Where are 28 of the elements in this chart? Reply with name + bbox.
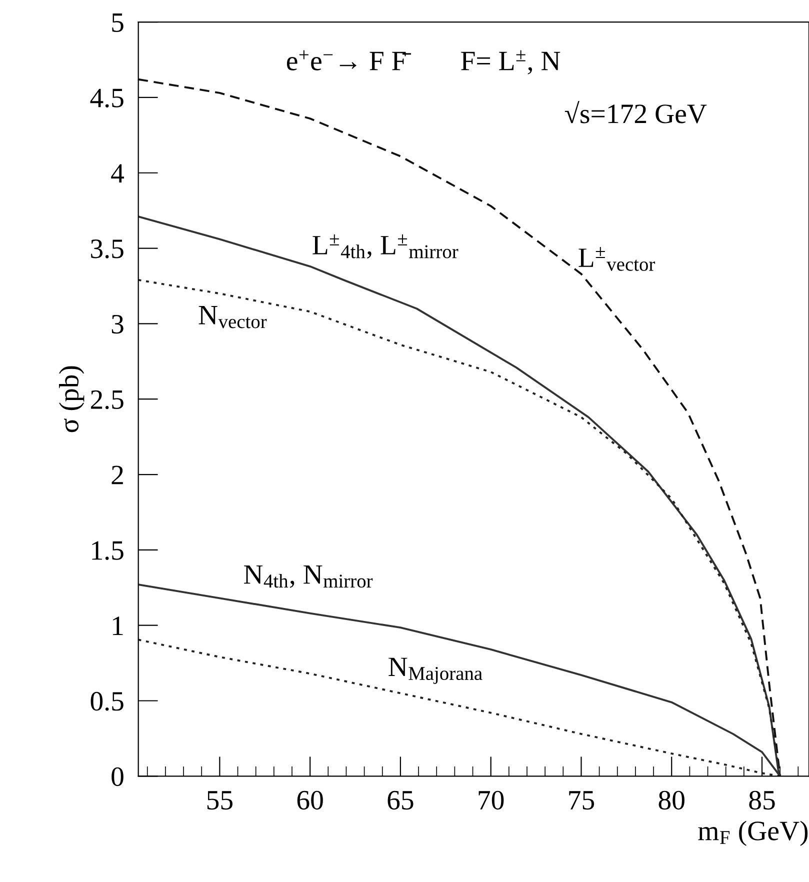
- y-tick-label: 0.5: [90, 692, 124, 711]
- y-tick-label: 4.5: [90, 88, 124, 108]
- x-tick-label: 60: [297, 790, 323, 810]
- y-tick-label: 4: [111, 164, 124, 183]
- y-axis-title: σ (pb): [58, 366, 84, 432]
- y-tick-label: 3: [112, 314, 124, 334]
- y-tick-label: 1.5: [92, 541, 124, 560]
- annotation: F= L$^{±}$, N: [461, 50, 560, 74]
- series-label: N$_{4th}$, N$_{mirror}$: [244, 565, 373, 588]
- x-tick-label: 85: [749, 790, 775, 810]
- x-tick-label: 75: [569, 791, 594, 810]
- y-tick-label: 2.5: [90, 390, 124, 410]
- annotation: √s=172 GeV: [564, 101, 707, 124]
- x-tick-label: 80: [658, 790, 684, 810]
- series-label: L$^{±}$$_{4th}$, L$^{±}$$_{mirror}$: [312, 234, 458, 259]
- x-axis-title: m$_{F}$ (GeV): [698, 820, 808, 846]
- x-tick-label: 55: [207, 791, 232, 810]
- annotation: e$^{+}$e$^{−}$→ F F̄: [286, 50, 412, 70]
- y-tick-label: 5: [112, 13, 124, 32]
- y-tick-label: 2: [112, 466, 123, 484]
- x-tick-label: 70: [478, 790, 504, 810]
- y-tick-label: 3.5: [91, 240, 124, 258]
- x-tick-label: 65: [388, 790, 414, 810]
- y-tick-label: 1: [113, 616, 123, 635]
- series-label: N$_{vector}$: [198, 306, 267, 328]
- y-tick-label: 0: [112, 767, 124, 786]
- series-label: N$_{Majorana}$: [388, 658, 482, 684]
- series-label: L$^{±}$$_{vector}$: [578, 246, 656, 271]
